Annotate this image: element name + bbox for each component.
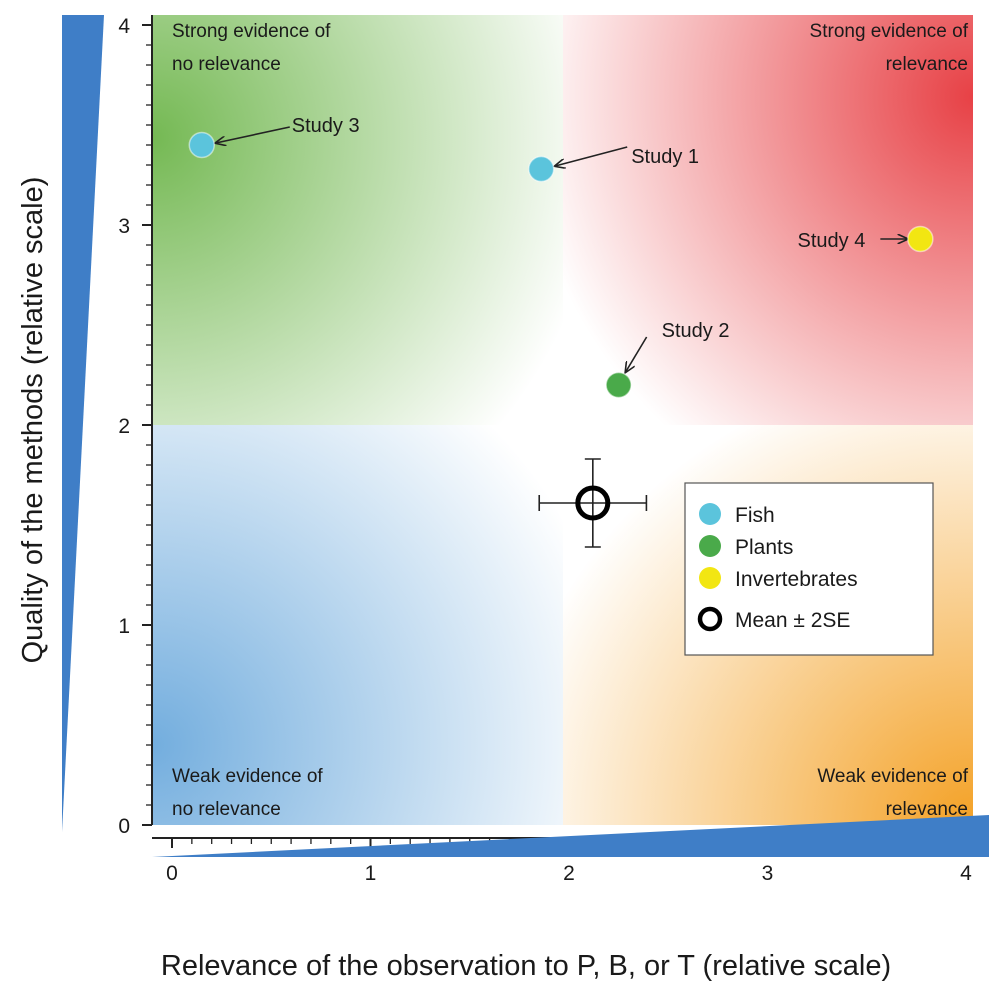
plot-area <box>152 15 973 825</box>
quadrant-label-top-left-line1: Strong evidence of <box>172 21 331 42</box>
quadrant-label-top-left-line2: no relevance <box>172 54 281 75</box>
annotation-label-study-2: Study 2 <box>662 320 730 342</box>
point-study-3 <box>188 131 216 159</box>
quadrant-label-bottom-right-line2: relevance <box>886 799 968 820</box>
annotations: Study 3 Study 1 Study 4 Study 2 <box>216 115 908 372</box>
x-tick-label: 3 <box>762 862 774 885</box>
data-points <box>188 131 934 399</box>
y-tick-label: 0 <box>118 815 130 838</box>
quadrant-label-top-right-line2: relevance <box>886 54 968 75</box>
legend-label-mean: Mean ± 2SE <box>735 609 850 632</box>
legend-swatch-mean <box>697 606 723 632</box>
y-axis-wedge <box>62 15 104 832</box>
y-ticks: 0 1 2 3 4 <box>118 15 152 838</box>
x-tick-label: 1 <box>365 862 377 885</box>
annotation-arrow-study-3 <box>216 126 290 143</box>
quadrant-top-left <box>152 15 563 425</box>
x-tick-label: 4 <box>960 862 972 885</box>
legend-label-plants: Plants <box>735 536 793 559</box>
quadrant-bottom-left <box>152 425 563 825</box>
point-study-1 <box>527 155 555 183</box>
annotation-arrow-study-2 <box>626 336 648 372</box>
legend-swatch-plants <box>699 535 721 557</box>
legend-label-invertebrates: Invertebrates <box>735 568 858 591</box>
annotation-label-study-3: Study 3 <box>292 115 360 137</box>
y-tick-label: 2 <box>118 415 130 438</box>
point-study-2 <box>605 371 632 399</box>
x-axis-wedge <box>152 815 989 857</box>
point-study-4 <box>907 225 934 253</box>
mean-point <box>575 485 611 521</box>
legend-swatch-invertebrates <box>699 567 721 589</box>
quadrant-label-bottom-right-line1: Weak evidence of <box>817 766 968 787</box>
y-tick-label: 4 <box>118 15 130 38</box>
legend-label-fish: Fish <box>735 504 775 527</box>
quadrant-top-right <box>563 15 973 425</box>
annotation-label-study-1: Study 1 <box>631 146 699 168</box>
x-axis-title: Relevance of the observation to P, B, or… <box>161 950 891 982</box>
y-axis-title: Quality of the methods (relative scale) <box>17 177 49 664</box>
quadrant-label-bottom-left-line2: no relevance <box>172 799 281 820</box>
quadrant-labels: Strong evidence of no relevance Strong e… <box>172 21 969 820</box>
y-tick-label: 3 <box>118 215 130 238</box>
legend-swatch-fish <box>699 503 721 525</box>
y-tick-label: 1 <box>118 615 130 638</box>
annotation-arrow-study-1 <box>555 146 628 166</box>
annotation-label-study-4: Study 4 <box>798 230 866 252</box>
legend-box <box>684 482 934 656</box>
mean-marker <box>538 458 648 548</box>
quadrant-label-top-right-line1: Strong evidence of <box>810 21 969 42</box>
x-tick-label: 2 <box>563 862 575 885</box>
x-tick-label: 0 <box>166 862 178 885</box>
legend: Fish Plants Invertebrates Mean ± 2SE <box>684 482 934 656</box>
quadrant-label-bottom-left-line1: Weak evidence of <box>172 766 323 787</box>
